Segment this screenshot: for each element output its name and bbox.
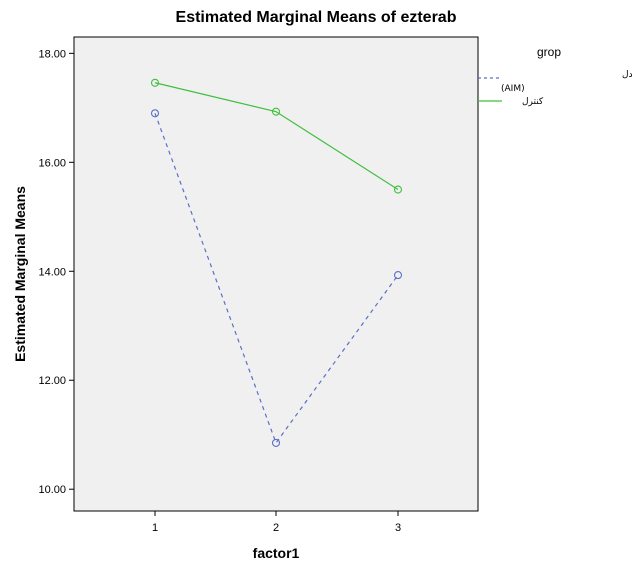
y-tick-label: 14.00 bbox=[38, 266, 66, 278]
y-tick-label: 16.00 bbox=[38, 157, 66, 169]
x-axis-label: factor1 bbox=[253, 545, 300, 561]
legend-label-aim-line2: (AIM) bbox=[501, 84, 525, 94]
series-line-1 bbox=[154, 82, 399, 191]
chart-title: Estimated Marginal Means of ezterab bbox=[176, 9, 457, 26]
y-tick-label: 18.00 bbox=[38, 48, 66, 60]
y-tick-label: 12.00 bbox=[38, 375, 66, 387]
series-0-point bbox=[393, 271, 403, 280]
legend-title: grop bbox=[537, 45, 561, 59]
plot-area bbox=[73, 36, 479, 512]
y-axis: 10.00 12.00 14.00 16.00 18.00 bbox=[38, 48, 74, 496]
legend: grop مصاحبه انگیزشی منطبق با مدل (AIM) ک… bbox=[478, 45, 632, 107]
series-0-point bbox=[150, 109, 160, 118]
series-1-point bbox=[150, 78, 160, 87]
series-0-point bbox=[271, 438, 281, 447]
x-axis: 1 2 3 bbox=[152, 511, 401, 534]
x-tick-label: 3 bbox=[395, 522, 401, 534]
y-axis-label: Estimated Marginal Means bbox=[12, 186, 28, 362]
y-tick-label: 10.00 bbox=[38, 484, 66, 496]
series-line-0 bbox=[154, 113, 399, 445]
x-tick-label: 1 bbox=[152, 522, 158, 534]
series-1-point bbox=[393, 185, 403, 194]
x-tick-label: 2 bbox=[273, 522, 279, 534]
legend-label-control: کنترل bbox=[522, 97, 544, 107]
series-1-point bbox=[271, 107, 281, 116]
legend-label-aim-line1: مصاحبه انگیزشی منطبق با مدل bbox=[622, 68, 632, 80]
series-layer bbox=[150, 78, 403, 447]
